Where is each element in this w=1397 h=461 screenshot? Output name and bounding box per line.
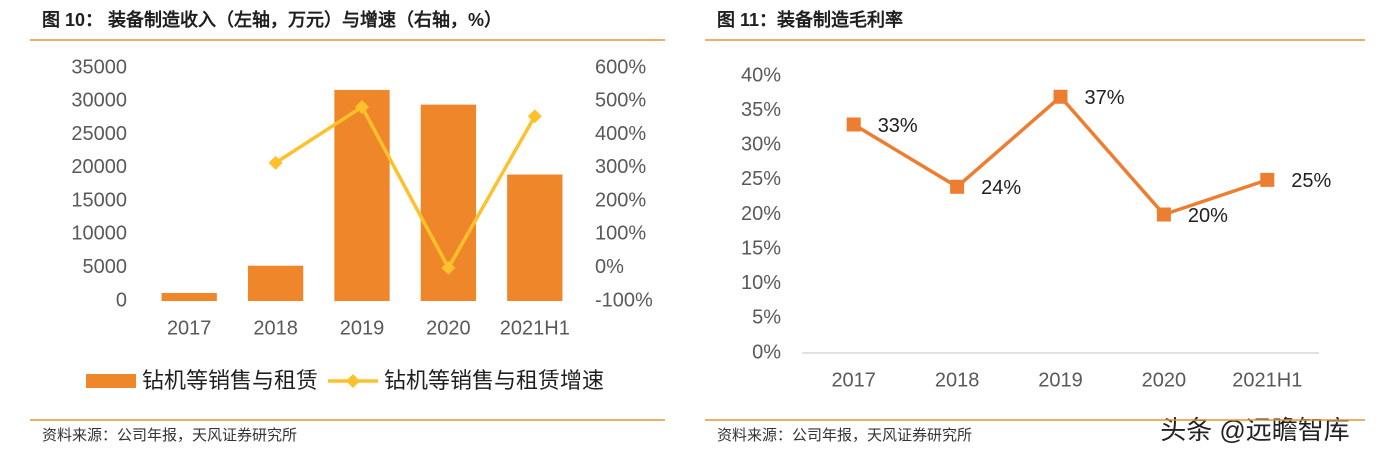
y-tick-label: 5% <box>752 307 781 329</box>
y2-tick-label: 0% <box>595 256 624 278</box>
x-tick-label: 2018 <box>935 369 980 391</box>
y-tick-label: 10% <box>741 272 781 294</box>
x-tick-label: 2017 <box>831 369 876 391</box>
line <box>274 104 537 272</box>
point <box>355 99 369 114</box>
point <box>1053 89 1068 104</box>
bar <box>161 293 217 301</box>
y2-tick-label: 600% <box>595 56 646 78</box>
legend-label: 钻机等销售与租赁增速 <box>384 368 604 393</box>
bar <box>507 174 563 301</box>
legend-label: 钻机等销售与租赁 <box>142 368 318 393</box>
x-tick-label: 2018 <box>253 317 298 339</box>
y-tick-label: 0 <box>116 289 127 311</box>
y2-tick-label: 100% <box>595 223 646 245</box>
y-tick-label: 40% <box>741 64 781 86</box>
y-tick-label: 25000 <box>71 123 127 145</box>
point <box>1156 207 1171 222</box>
x-tick-label: 2021H1 <box>1232 369 1302 391</box>
point <box>950 179 965 194</box>
y2-tick-label: -100% <box>595 289 653 311</box>
x-tick-label: 2019 <box>340 317 385 339</box>
source-note: 资料来源：公司年报，天风证券研究所 <box>717 427 972 444</box>
legend-swatch <box>86 374 136 388</box>
y-tick-label: 0% <box>752 341 781 363</box>
y-tick-label: 15% <box>741 237 781 259</box>
y2-tick-label: 200% <box>595 189 646 211</box>
bar <box>334 89 390 302</box>
chart-title: 图 11：装备制造毛利率 <box>717 9 903 30</box>
source-note: 资料来源：公司年报，天风证券研究所 <box>42 427 297 444</box>
value-label: 24% <box>981 177 1021 199</box>
value-label: 25% <box>1291 170 1331 192</box>
x-tick-label: 2020 <box>426 317 471 339</box>
y2-tick-label: 300% <box>595 156 646 178</box>
x-tick-label: 2020 <box>1142 369 1187 391</box>
y-tick-label: 15000 <box>71 189 127 211</box>
point <box>1260 172 1275 187</box>
value-label: 33% <box>878 115 918 137</box>
y-tick-label: 35% <box>741 99 781 121</box>
point <box>268 155 283 170</box>
y-tick-label: 35000 <box>71 56 127 78</box>
value-label: 37% <box>1085 87 1125 109</box>
chart-title: 图 10： 装备制造收入（左轴，万元）与增速（右轴，%） <box>42 9 502 30</box>
x-tick-label: 2017 <box>167 317 212 339</box>
point <box>846 117 861 132</box>
legend-swatch <box>346 374 361 388</box>
y-tick-label: 25% <box>741 168 781 190</box>
y-tick-label: 20000 <box>71 156 127 178</box>
x-tick-label: 2021H1 <box>500 317 570 339</box>
y-tick-label: 30% <box>741 134 781 156</box>
point <box>527 109 542 124</box>
y2-tick-label: 400% <box>595 123 646 145</box>
bar <box>247 265 304 301</box>
x-tick-label: 2019 <box>1038 369 1083 391</box>
y-tick-label: 10000 <box>71 223 127 245</box>
point <box>441 260 456 275</box>
value-label: 20% <box>1188 205 1228 227</box>
y-tick-label: 5000 <box>83 256 128 278</box>
y-tick-label: 30000 <box>71 90 127 112</box>
y-tick-label: 20% <box>741 203 781 225</box>
y2-tick-label: 500% <box>595 90 646 112</box>
